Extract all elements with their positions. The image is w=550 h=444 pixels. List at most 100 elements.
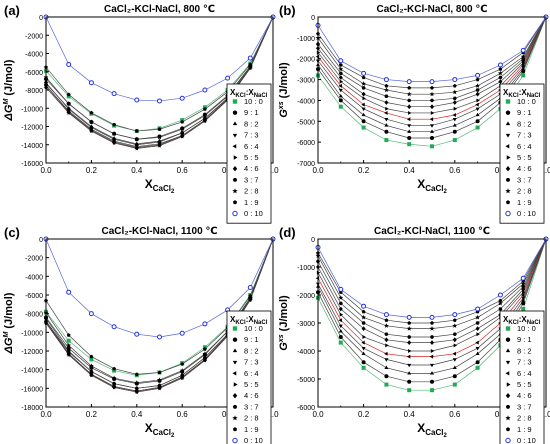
data-point	[361, 351, 366, 355]
data-point	[498, 307, 503, 311]
data-point	[384, 123, 389, 127]
data-point	[338, 286, 344, 292]
data-point	[452, 113, 456, 118]
legend-label: 10 : 0	[517, 97, 536, 106]
data-point	[339, 79, 344, 84]
data-point	[111, 131, 117, 136]
data-point	[315, 276, 320, 281]
data-point	[338, 71, 343, 76]
data-point	[475, 321, 480, 325]
y-tick-label: 0	[39, 15, 43, 22]
legend-entry: 8 : 2	[232, 346, 259, 355]
data-point	[338, 301, 343, 306]
y-tick-label: -7000	[297, 161, 315, 168]
legend-label: 8 : 2	[517, 346, 532, 355]
data-point	[112, 368, 117, 373]
data-point	[66, 109, 71, 115]
data-point	[338, 83, 342, 88]
data-point	[384, 351, 388, 356]
x-tick-label: 0.2	[86, 166, 98, 175]
data-point	[452, 323, 458, 328]
data-point	[476, 332, 480, 337]
data-point	[112, 381, 117, 386]
y-tick-label: -16000	[21, 161, 43, 168]
y-tick-label: -4000	[25, 274, 43, 281]
data-point	[338, 93, 343, 98]
chart-panel-3: (c)CaCl₂-KCl-NaCl, 1100 ℃0.00.20.40.60.8…	[3, 225, 279, 444]
series-markers-0-10	[315, 236, 549, 320]
data-point	[452, 318, 457, 322]
data-point	[475, 72, 481, 78]
data-point	[452, 129, 457, 134]
data-point	[497, 300, 503, 306]
y-tick-label: 0	[39, 237, 43, 244]
data-point	[475, 365, 480, 370]
data-point	[384, 129, 389, 134]
data-point	[361, 70, 367, 76]
legend-label: 6 : 4	[517, 142, 532, 151]
legend-entry: 6 : 4	[232, 369, 259, 378]
data-point	[406, 91, 412, 97]
legend-marker	[232, 166, 238, 172]
legend-label: 2 : 8	[517, 414, 532, 423]
x-tick-label: 0.2	[358, 166, 370, 175]
data-point	[407, 335, 412, 339]
data-point	[408, 349, 412, 353]
data-point	[338, 340, 343, 345]
data-point	[429, 79, 435, 85]
data-point	[521, 307, 526, 311]
x-tick-label: 0.4	[404, 410, 416, 419]
legend-label: 0 : 10	[244, 436, 263, 444]
data-point	[430, 335, 434, 339]
data-point	[66, 349, 71, 353]
data-point	[361, 107, 366, 112]
data-point	[338, 295, 344, 300]
data-point	[112, 137, 117, 142]
data-point	[361, 321, 366, 325]
data-point	[361, 125, 366, 130]
data-point	[521, 296, 526, 301]
data-point	[111, 91, 117, 97]
data-point	[521, 284, 526, 289]
chart-panel-1: (a)CaCl₂-KCl-NaCl, 800 ℃0.00.20.40.60.81…	[3, 3, 279, 224]
data-point	[406, 326, 412, 331]
legend-label: 7 : 3	[244, 358, 259, 367]
data-point	[430, 85, 434, 90]
data-point	[361, 340, 365, 345]
legend-title: XKCl:XNaCl	[503, 88, 541, 99]
legend-label: 8 : 2	[517, 119, 532, 128]
panel-label: (b)	[279, 3, 296, 18]
data-point	[430, 371, 434, 375]
data-point	[157, 383, 162, 388]
legend-marker	[232, 337, 238, 342]
data-point	[134, 331, 140, 337]
data-point	[383, 323, 389, 328]
legend-entry: 0 : 10	[505, 209, 536, 218]
data-point	[338, 306, 343, 312]
data-point	[430, 363, 434, 368]
data-point	[66, 61, 72, 67]
data-point	[384, 382, 389, 387]
legend-label: 5 : 5	[244, 380, 259, 389]
legend-entry: 6 : 4	[232, 142, 259, 151]
y-axis: 0 -2000 -4000 -6000 -8000 -10000 -12000 -14000 -…	[21, 15, 49, 168]
legend-marker	[505, 144, 510, 149]
data-point	[384, 337, 389, 343]
data-point	[452, 382, 457, 387]
y-tick-label: 0	[311, 237, 315, 244]
legend-marker	[505, 404, 511, 409]
legend-entry: 3 : 7	[505, 402, 532, 411]
legend-entry: 3 : 7	[232, 402, 259, 411]
panel-label: (a)	[4, 3, 20, 18]
data-point	[475, 119, 480, 124]
legend-marker	[232, 404, 238, 409]
legend-marker	[505, 348, 511, 353]
legend-marker	[232, 427, 238, 432]
data-point	[407, 135, 412, 140]
data-point	[361, 102, 365, 107]
data-point	[339, 312, 344, 317]
y-tick-label: -14000	[21, 143, 43, 150]
y-axis: 0 -2000 -4000 -6000 -8000 -10000 -12000 -14000 -…	[21, 237, 49, 412]
legend-entry: 9 : 1	[232, 108, 259, 117]
legend-label: 1 : 9	[517, 425, 532, 434]
